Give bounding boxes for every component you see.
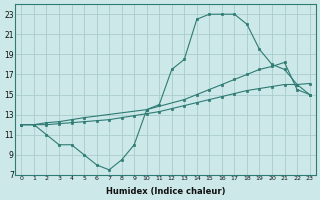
X-axis label: Humidex (Indice chaleur): Humidex (Indice chaleur) <box>106 187 225 196</box>
